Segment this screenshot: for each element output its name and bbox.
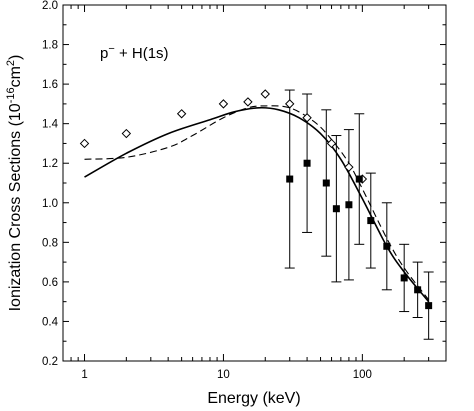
square-marker [286,175,294,183]
diamond-marker [344,162,354,172]
diamond-marker [121,128,132,139]
square-marker [383,242,391,250]
y-tick-label: 1.4 [42,119,59,131]
solid-curve [84,106,430,303]
diamond-marker [218,99,229,109]
square-marker [414,286,422,294]
square-marker [322,179,330,187]
diamond-marker [79,138,90,149]
square-marker [303,159,311,167]
y-axis-title: Ionization Cross Sections (10-16cm2) [5,55,24,312]
dashed-curve [84,105,430,301]
diamond-marker [243,97,253,107]
diamond-marker [326,138,337,149]
y-tick-label: 0.6 [42,277,58,289]
y-tick-label: 0.2 [42,356,58,368]
square-marker [367,217,375,225]
axis-ticks: 0.2 0.4 0.6 0.8 1.0 1.2 1.4 1.6 1.8 2.0 1 10 100 [42,0,447,381]
diamond-marker [285,99,295,109]
x-tick-label: 100 [353,369,372,381]
annotation-label: p− + H(1s) [100,43,169,62]
diamond-marker [302,113,312,123]
y-tick-label: 1.8 [42,40,58,52]
y-tick-label: 2.0 [42,0,58,12]
x-axis-title: Energy (keV) [207,390,300,407]
x-tick-label: 10 [217,369,230,381]
diamond-marker [260,89,270,99]
square-marker [400,274,408,282]
x-tick-label: 1 [81,369,87,381]
y-tick-label: 0.8 [42,237,58,249]
diamond-marker [176,109,187,119]
square-marker [425,302,433,310]
y-tick-label: 1.6 [42,79,58,91]
y-tick-label: 1.2 [42,158,58,170]
error-bars [284,89,434,340]
square-marker [355,175,363,183]
model-curves [84,105,430,303]
y-tick-label: 0.4 [42,316,59,328]
data-markers [79,89,433,310]
y-tick-label: 1.0 [42,198,58,210]
square-marker [332,205,340,213]
square-marker [345,201,353,209]
